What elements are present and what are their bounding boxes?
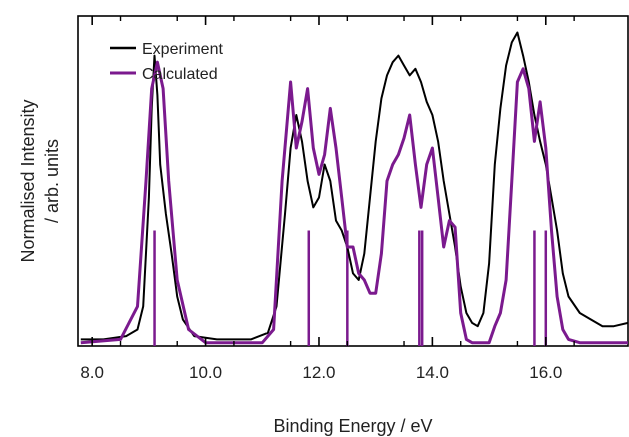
legend-calculated-label: Calculated	[142, 66, 218, 83]
legend-experiment-label: Experiment	[142, 41, 223, 58]
series-line-experiment	[80, 31, 629, 341]
legend: Experiment Calculated	[110, 41, 223, 83]
y-axis-label-line1: Normalised Intensity	[18, 99, 38, 262]
series-line-calculated	[80, 60, 628, 345]
y-axis-label-line2: / arb. units	[42, 139, 62, 223]
x-tick-label: 16.0	[529, 363, 562, 382]
x-tick-label: 10.0	[189, 363, 222, 382]
x-ticks: 8.0 10.0 12.0 14.0 16.0	[80, 16, 575, 382]
series-lines	[80, 31, 629, 345]
x-tick-label: 14.0	[416, 363, 449, 382]
x-tick-label: 12.0	[302, 363, 335, 382]
plot-frame	[77, 15, 629, 347]
x-tick-label: 8.0	[80, 363, 104, 382]
x-axis-label: Binding Energy / eV	[273, 416, 432, 436]
